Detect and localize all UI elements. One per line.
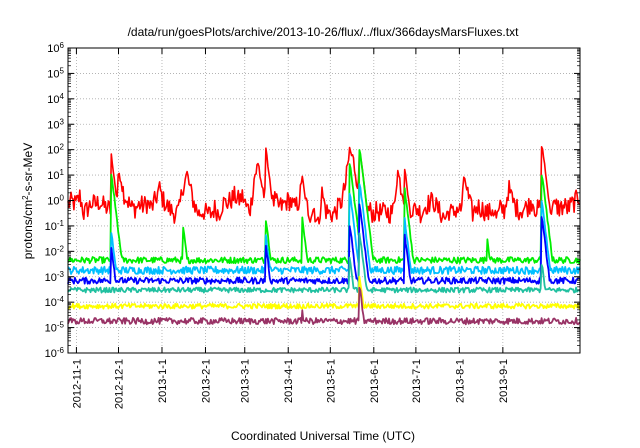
y-tick-label-exp: 4 [60,91,65,100]
y-tick-label-exp: -2 [57,244,65,253]
x-tick-label: 2012-12-1 [113,359,125,409]
y-tick-label-base: 10 [45,246,57,258]
x-tick-label: 2013-5-1 [325,359,337,403]
y-tick-label-base: 10 [45,348,57,360]
y-tick-label-base: 10 [47,68,59,80]
y-tick-label: 106 [47,41,64,56]
series-line [67,183,581,276]
x-tick-label: 2013-7-1 [411,359,423,403]
x-tick-label: 2013-6-1 [369,359,381,403]
grid [68,48,580,353]
y-tick-label-base: 10 [47,94,59,106]
y-tick-label-base: 10 [45,221,57,233]
y-tick-label-exp: 5 [60,66,65,75]
x-tick-label: 2013-9-1 [498,359,510,403]
x-tick-label: 2013-3-1 [240,359,252,403]
x-axis: 2012-11-1 2012-12-1 2013-1-1 2013-2-1 2013-3… [71,48,510,409]
y-axis-label: protons/cm2-s-sr-MeV [21,143,36,259]
plot-area [67,146,581,326]
y-tick-label: 101 [47,168,64,183]
series-line [67,149,581,265]
y-tick-label-exp: 3 [60,117,65,126]
y-axis-label-unit: protons/cm [21,200,35,259]
y-tick-label-exp: -4 [57,295,65,304]
y-axis: 10-610-510-410-310-210-11001011021031041… [45,41,580,361]
y-tick-label-exp: -3 [57,269,65,278]
y-tick-label: 10-2 [45,244,65,258]
y-tick-label: 105 [47,66,64,81]
y-tick-label-base: 10 [45,297,57,309]
y-tick-label-base: 10 [47,43,59,55]
y-tick-label: 100 [47,193,64,208]
x-axis-label: Coordinated Universal Time (UTC) [231,429,415,443]
y-tick-label-base: 10 [47,119,59,131]
chart-title: /data/run/goesPlots/archive/2013-10-26/f… [128,25,520,39]
y-tick-label: 10-4 [45,295,65,310]
y-tick-label-base: 10 [45,323,57,335]
y-tick-label-base: 10 [47,145,59,157]
y-tick-label-exp: 6 [60,41,65,50]
series-line [67,275,581,310]
x-tick-label: 2013-2-1 [200,359,212,403]
y-tick-label-base: 10 [45,272,57,284]
x-tick-label: 2012-11-1 [71,359,83,408]
y-tick-label: 103 [47,117,64,132]
y-tick-label: 10-6 [45,346,65,361]
series-line [67,146,581,225]
y-tick-label-exp: 1 [60,168,65,177]
y-tick-label-exp: -6 [57,346,65,355]
y-tick-label: 10-3 [45,269,65,284]
x-tick-label: 2013-8-1 [454,359,466,403]
series-line [67,232,581,294]
y-tick-label-exp: -1 [57,218,65,227]
y-axis-label-rest: -s-sr-MeV [21,143,35,196]
y-tick-label: 104 [47,91,64,106]
y-tick-label-exp: 2 [60,142,65,151]
series-line [67,286,581,326]
series-line [67,203,581,285]
y-axis-label-power: 2 [21,195,30,200]
y-tick-label-base: 10 [47,170,59,182]
y-tick-label: 10-5 [45,320,65,335]
y-tick-label-base: 10 [47,196,59,208]
y-tick-label: 10-1 [45,218,65,233]
y-tick-label-exp: 0 [60,193,65,202]
x-tick-label: 2013-1-1 [157,359,169,403]
x-tick-label: 2013-4-1 [283,359,295,403]
y-tick-label-exp: -5 [57,320,65,329]
y-tick-label: 102 [47,142,64,157]
